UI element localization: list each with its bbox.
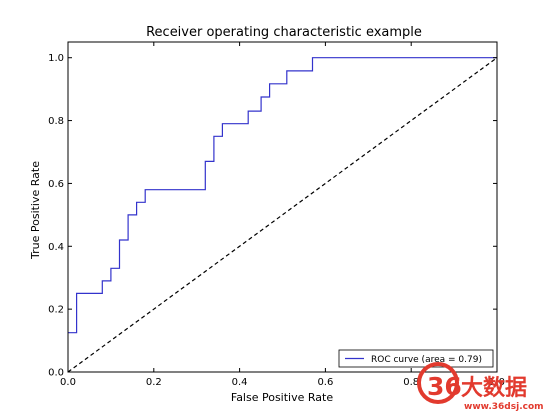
x-tick-label: 0.0 <box>60 377 76 388</box>
chance-diagonal-line <box>67 57 498 373</box>
legend: ROC curve (area = 0.79) <box>338 349 494 368</box>
x-tick-label: 0.2 <box>146 377 162 388</box>
y-tick-label: 0.6 <box>48 179 64 190</box>
y-tick-label: 1.0 <box>48 53 64 64</box>
y-tick-label: 0.4 <box>48 242 64 253</box>
x-tick-label: 0.8 <box>403 377 419 388</box>
watermark-url: www.36dsj.com <box>464 402 544 412</box>
x-tick-label: 0.4 <box>232 377 248 388</box>
x-tick-label: 1.0 <box>489 377 505 388</box>
y-axis-label: True Positive Rate <box>29 161 42 260</box>
axes-frame <box>67 41 498 373</box>
legend-roc-label: ROC curve (area = 0.79) <box>371 355 482 365</box>
svg-text:36: 36 <box>427 372 462 401</box>
chart-title: Receiver operating characteristic exampl… <box>146 25 422 40</box>
roc-curve-line <box>68 57 497 334</box>
y-tick-label: 0.2 <box>48 305 64 316</box>
x-tick-label: 0.6 <box>317 377 333 388</box>
y-tick-label: 0.8 <box>48 116 64 127</box>
axis-ticks: 0.0 0.2 0.4 0.6 0.8 1.0 0.0 0.2 0.4 0.6 0.8 1.0 <box>48 42 505 388</box>
svg-text:大数据: 大数据 <box>461 375 527 401</box>
x-axis-label: False Positive Rate <box>231 391 333 404</box>
y-tick-label: 0.0 <box>48 368 64 379</box>
plot-area <box>67 57 498 373</box>
watermark: 36 大数据 www.36dsj.com <box>417 362 544 412</box>
legend-box <box>338 349 494 368</box>
watermark-logo-icon: 36 大数据 <box>417 362 527 404</box>
